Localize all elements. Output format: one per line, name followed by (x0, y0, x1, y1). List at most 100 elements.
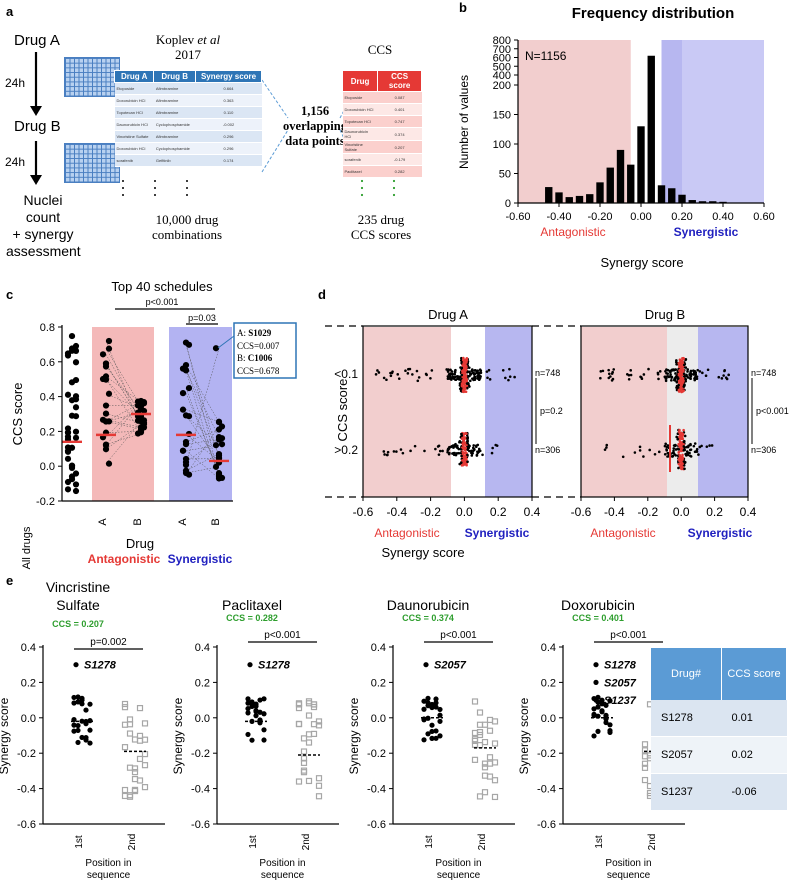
swarm-point (470, 454, 474, 457)
point-label: S1278 (604, 660, 637, 672)
second-point (121, 721, 129, 728)
swarm-point (676, 386, 680, 389)
synergistic-region-light (682, 40, 764, 203)
second-point (491, 777, 499, 784)
table-cell: Doxorubicin HCl (114, 94, 154, 107)
swarm-point (678, 431, 681, 434)
ccs-count-text: CCS scores (350, 227, 412, 242)
data-point (179, 390, 187, 397)
first-point (599, 700, 605, 706)
d-a-antagonistic-band (363, 327, 451, 497)
swarm-point (413, 444, 417, 448)
second-point (641, 753, 649, 760)
overlap-text: data points (285, 134, 345, 148)
combos-label: 10,000 drug combinations (132, 212, 242, 242)
e-ylabel: Synergy score (0, 697, 11, 774)
second-point (136, 755, 144, 763)
pair-line (105, 401, 142, 446)
first-point (261, 696, 267, 702)
pair-line (105, 403, 142, 422)
histogram-bar (647, 55, 655, 203)
table-cell: Doxorubicin HCl (114, 142, 154, 155)
second-point (486, 754, 494, 761)
swarm-point (451, 375, 455, 378)
table-row: Doxorubicin HCl Afimbramine 0.363 (114, 94, 262, 107)
data-point (102, 441, 110, 448)
first-point (429, 701, 435, 708)
first-point (75, 694, 81, 700)
pair-line (185, 437, 220, 463)
labeled-point (247, 662, 253, 668)
overlap-count: 1,156 (300, 104, 330, 118)
data-point (212, 442, 220, 449)
histogram-bar (565, 197, 573, 203)
data-point (185, 341, 193, 348)
table-cell: Daunorubicin HCl (114, 118, 154, 131)
y-tick-label: 700 (493, 44, 511, 56)
swarm-point (454, 453, 458, 457)
first-point (607, 729, 613, 735)
readout-line: Nuclei count (23, 192, 63, 225)
swarm-point (465, 386, 469, 390)
second-point (141, 750, 149, 758)
second-point (300, 769, 308, 776)
second-point (471, 698, 479, 705)
swarm-point (679, 389, 683, 392)
swarm-point (642, 373, 646, 376)
second-point (310, 730, 318, 738)
swarm-point (470, 369, 474, 372)
table-row: Vincristine Sulfate 0.207 (342, 140, 422, 154)
swarm-point (692, 444, 696, 448)
table-cell: 0.747 (377, 115, 422, 128)
first-point (433, 735, 439, 741)
swarm-point (678, 442, 682, 445)
swarm-point (466, 441, 469, 445)
labeled-point (423, 662, 429, 668)
callout-box (233, 322, 297, 379)
swarm-point (633, 451, 637, 454)
second-point (486, 727, 494, 734)
swarm-point (599, 376, 602, 380)
swarm-point (686, 453, 690, 456)
swarm-point (682, 389, 685, 392)
swarm-point (466, 460, 469, 464)
table-cell: 0.282 (377, 165, 422, 178)
swarm-point (607, 368, 610, 372)
table-cell: 0.02 (721, 736, 787, 774)
swarm-point (395, 450, 398, 453)
swarm-point (401, 451, 405, 455)
table-cell: 0.01 (721, 700, 787, 737)
swarm-point (459, 447, 462, 451)
swarm-point (682, 442, 685, 446)
swarm-point (455, 374, 459, 378)
koplev-ellipsis (122, 180, 188, 196)
y-tick-label: -0.2 (36, 496, 55, 508)
second-point (126, 793, 134, 800)
combos-text: combinations (151, 227, 223, 242)
data-point (72, 359, 80, 366)
y-tick-label: 0.4 (541, 642, 556, 654)
swarm-point (679, 375, 682, 378)
y-tick-label: 0.2 (541, 677, 556, 689)
swarm-point (674, 448, 678, 451)
swarm-point (629, 373, 633, 377)
swarm-point (470, 452, 474, 455)
swarm-point (678, 365, 681, 369)
swarm-point (664, 377, 668, 380)
e-xlabel: Position in (259, 858, 305, 869)
c-synergistic-label: Synergistic (168, 552, 233, 566)
swarm-point (415, 369, 419, 373)
second-point (136, 704, 144, 712)
second-point (315, 782, 323, 789)
data-point (68, 464, 76, 472)
x-cat-label: 1st (424, 835, 435, 849)
first-point (607, 722, 613, 728)
table-cell: 0.174 (195, 154, 262, 167)
swarm-point (464, 379, 467, 382)
c-xlabel: Drug (126, 536, 154, 551)
x-tick-label: -0.2 (420, 505, 441, 519)
second-point (481, 738, 489, 746)
swarm-point (460, 373, 464, 377)
swarm-point (612, 368, 616, 371)
second-point (315, 718, 323, 725)
